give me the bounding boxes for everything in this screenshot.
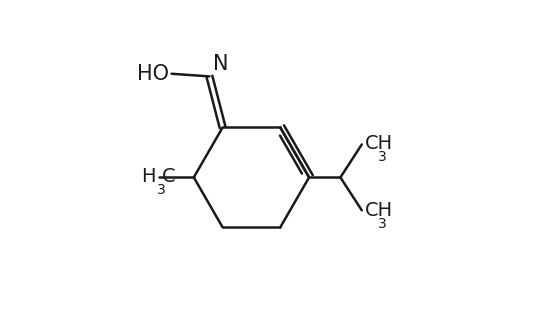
Text: CH: CH [365, 201, 393, 220]
Text: C: C [162, 167, 176, 186]
Text: 3: 3 [378, 150, 387, 164]
Text: H: H [141, 167, 155, 186]
Text: N: N [212, 54, 228, 74]
Text: 3: 3 [378, 217, 387, 231]
Text: HO: HO [137, 64, 169, 84]
Text: CH: CH [365, 134, 393, 153]
Text: 3: 3 [156, 183, 165, 197]
